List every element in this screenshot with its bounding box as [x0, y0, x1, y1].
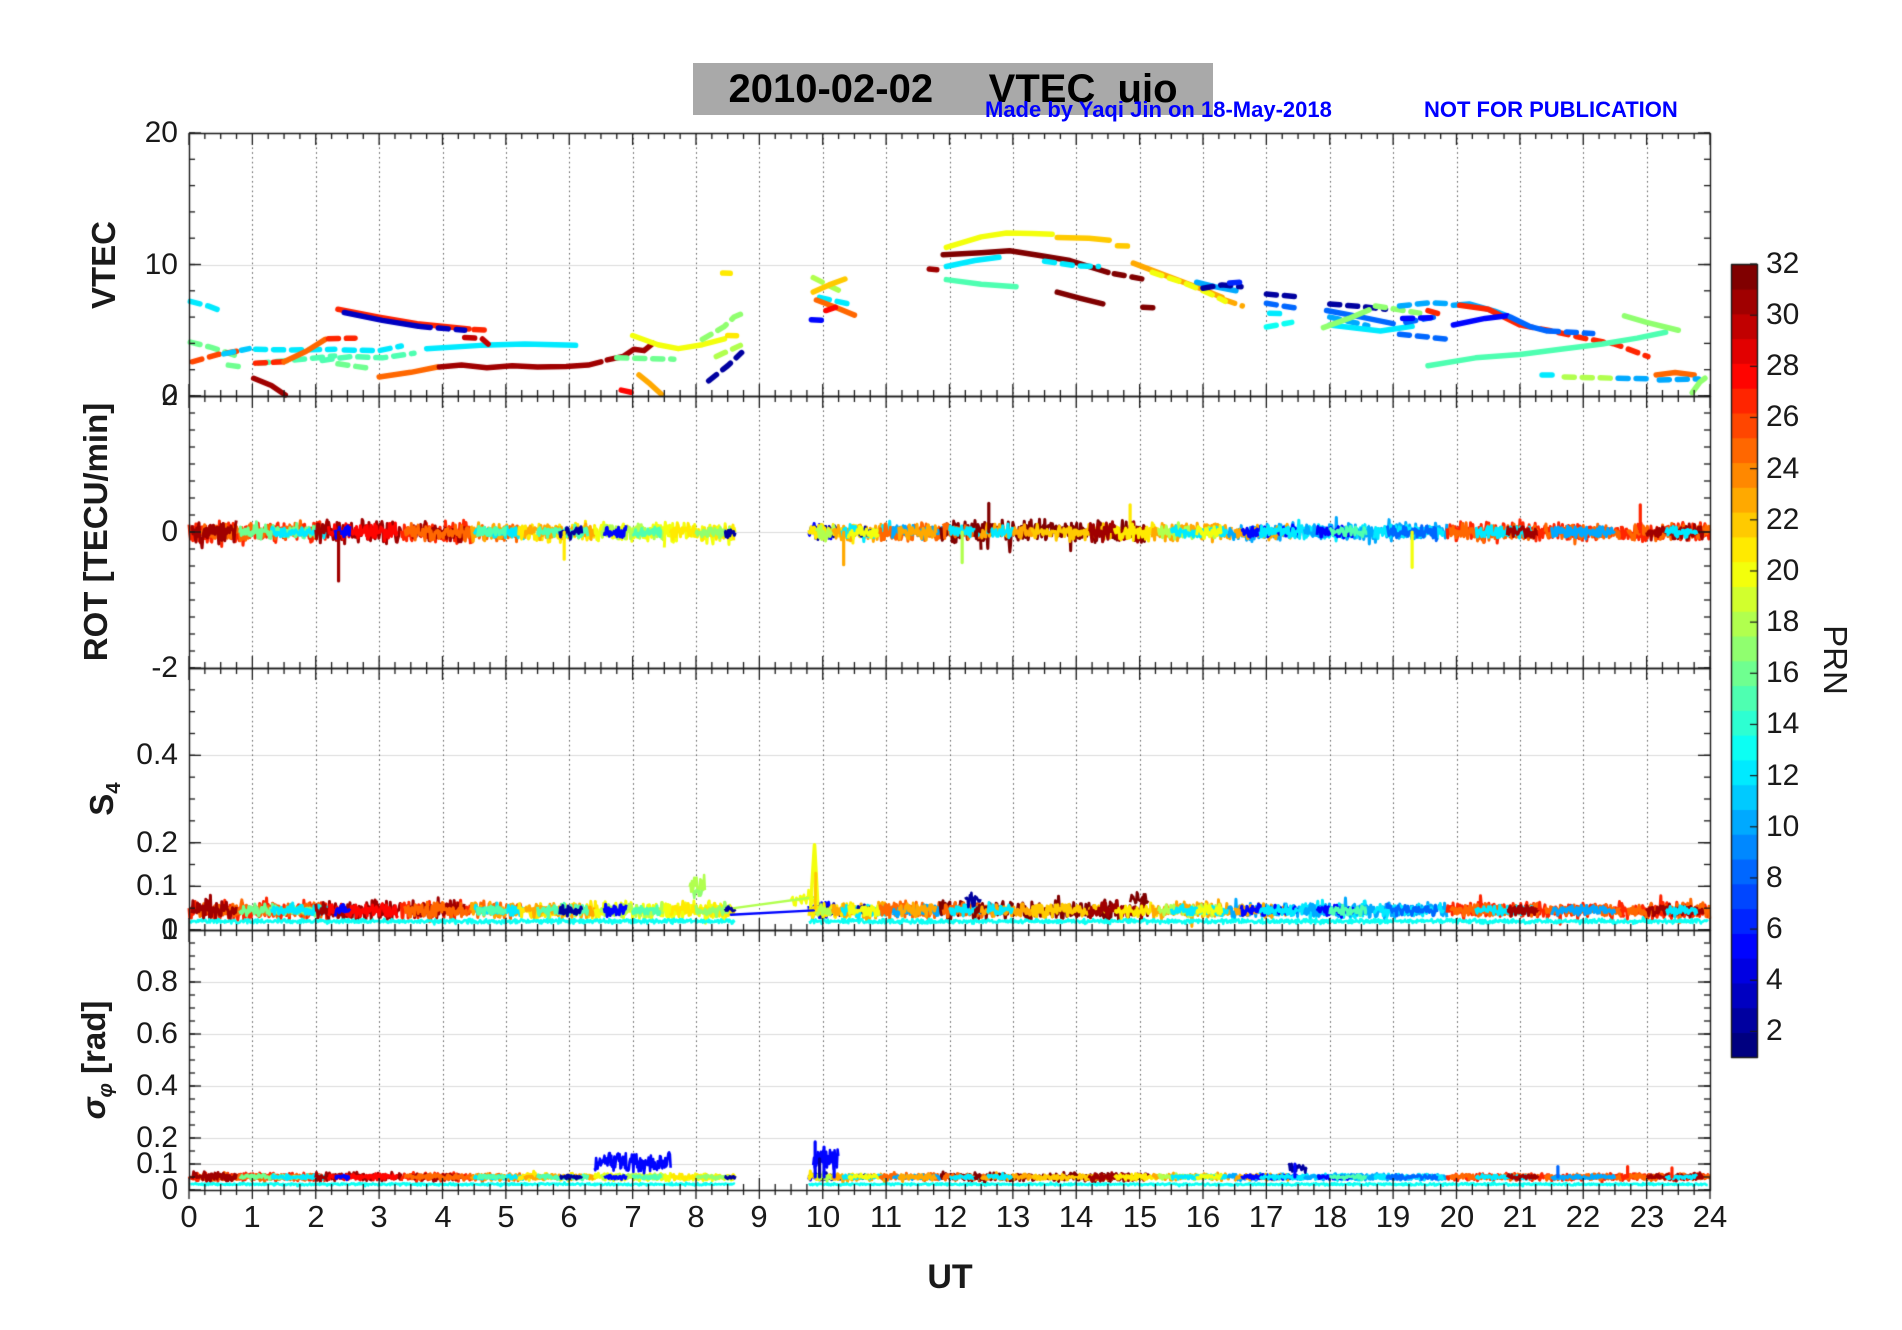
x-tick-label: 12	[932, 1199, 968, 1234]
y-tick-label: 2	[161, 379, 178, 412]
x-tick-label: 16	[1185, 1199, 1221, 1234]
y-tick-label: 0	[161, 379, 178, 412]
colorbar-tick-label: 6	[1766, 912, 1783, 945]
x-tick-label: 8	[687, 1199, 705, 1234]
y-tick-label: 0.6	[136, 1017, 178, 1050]
colorbar-tick-label: 12	[1766, 759, 1800, 792]
colorbar-tick-label: 8	[1766, 861, 1783, 894]
x-tick-label: 9	[750, 1199, 768, 1234]
y-tick-label: 0.4	[136, 1069, 178, 1102]
x-tick-label: 2	[307, 1199, 325, 1234]
s4-symbol: S	[83, 793, 120, 816]
x-tick-label: 21	[1502, 1199, 1538, 1234]
y-tick-label: 0	[161, 1173, 178, 1206]
x-tick-label: 10	[805, 1199, 841, 1234]
x-tick-label: 23	[1629, 1199, 1665, 1234]
y-tick-label: 0.8	[136, 965, 178, 998]
colorbar-tick-label: 30	[1766, 298, 1800, 331]
x-axis-label-ut: UT	[927, 1258, 973, 1296]
y-tick-label: 1	[161, 913, 178, 946]
x-tick-label: 7	[624, 1199, 642, 1234]
x-tick-label: 24	[1692, 1199, 1728, 1234]
y-tick-label: 0.2	[136, 826, 178, 859]
x-tick-label: 20	[1439, 1199, 1475, 1234]
y-tick-label: 0.1	[136, 869, 178, 902]
x-tick-label: 14	[1058, 1199, 1094, 1234]
page-title: 2010-02-02 VTEC uio	[693, 63, 1213, 115]
colorbar-tick-label: 2	[1766, 1014, 1783, 1047]
x-tick-label: 6	[560, 1199, 578, 1234]
x-tick-label: 13	[995, 1199, 1031, 1234]
x-tick-label: 17	[1248, 1199, 1284, 1234]
colorbar-tick-label: 22	[1766, 503, 1800, 536]
x-tick-label: 22	[1565, 1199, 1601, 1234]
x-tick-label: 15	[1122, 1199, 1158, 1234]
y-tick-label: 0	[161, 913, 178, 946]
y-tick-label: 10	[144, 248, 178, 281]
x-tick-label: 0	[180, 1199, 198, 1234]
s4-subscript: 4	[102, 782, 126, 794]
colorbar-tick-label: 24	[1766, 452, 1800, 485]
colorbar-tick-label: 28	[1766, 349, 1800, 382]
colorbar-tick-label: 10	[1766, 810, 1800, 843]
colorbar-tick-label: 26	[1766, 400, 1800, 433]
x-tick-label: 5	[497, 1199, 515, 1234]
y-tick-label: 0.4	[136, 738, 178, 771]
x-tick-label: 4	[434, 1199, 452, 1234]
y-tick-label: 20	[144, 116, 178, 149]
colorbar-tick-label: 4	[1766, 963, 1783, 996]
x-tick-label: 18	[1312, 1199, 1348, 1234]
colorbar-tick-label: 14	[1766, 707, 1800, 740]
y-tick-label: -2	[151, 651, 178, 684]
x-tick-label: 3	[370, 1199, 388, 1234]
colorbar-tick-label: 16	[1766, 656, 1800, 689]
credit-annotation: Made by Yaqi Jin on 18-May-2018	[985, 97, 1332, 122]
y-tick-label: 0.2	[136, 1121, 178, 1154]
not-for-publication-annotation: NOT FOR PUBLICATION	[1424, 97, 1678, 122]
colorbar-tick-label: 18	[1766, 605, 1800, 638]
x-tick-label: 1	[243, 1199, 261, 1234]
colorbar-tick-label: 32	[1766, 247, 1800, 280]
y-tick-label: 0	[161, 515, 178, 548]
x-tick-label: 11	[869, 1199, 903, 1234]
colorbar-tick-label: 20	[1766, 554, 1800, 587]
y-tick-label: 0.1	[136, 1147, 178, 1180]
x-tick-label: 19	[1375, 1199, 1411, 1234]
